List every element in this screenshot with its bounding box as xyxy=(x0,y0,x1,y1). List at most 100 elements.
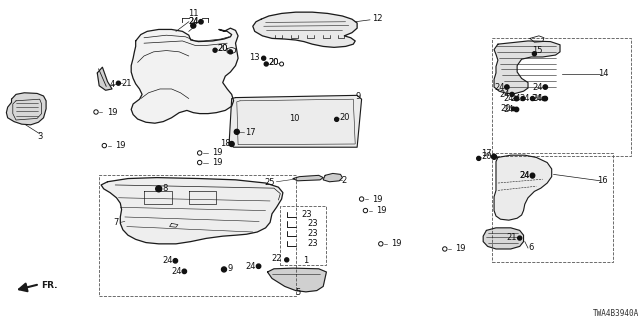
Text: 5: 5 xyxy=(295,288,300,297)
Text: 9: 9 xyxy=(228,264,233,273)
Text: 22: 22 xyxy=(271,254,282,263)
Circle shape xyxy=(234,129,239,134)
Text: 19: 19 xyxy=(107,108,117,116)
Polygon shape xyxy=(6,93,46,125)
Text: 24: 24 xyxy=(531,94,541,103)
Text: 23: 23 xyxy=(307,220,317,228)
Polygon shape xyxy=(494,41,560,93)
Text: 24: 24 xyxy=(172,267,182,276)
Text: 8: 8 xyxy=(163,184,168,193)
Circle shape xyxy=(531,97,534,100)
Text: 9: 9 xyxy=(356,92,361,101)
Text: 19: 19 xyxy=(115,141,125,150)
Text: 20: 20 xyxy=(269,58,279,67)
Text: 7: 7 xyxy=(114,218,119,227)
Circle shape xyxy=(515,96,518,101)
Text: 25: 25 xyxy=(265,178,275,187)
Circle shape xyxy=(505,85,509,89)
Text: 24: 24 xyxy=(163,256,173,265)
Circle shape xyxy=(221,267,227,272)
Text: 18: 18 xyxy=(220,139,230,148)
Text: 4: 4 xyxy=(109,80,115,89)
Circle shape xyxy=(543,85,547,89)
Circle shape xyxy=(191,23,196,28)
Text: 24: 24 xyxy=(188,17,198,26)
Circle shape xyxy=(102,143,106,148)
Text: 24: 24 xyxy=(504,105,514,114)
Text: 19: 19 xyxy=(372,195,383,204)
Circle shape xyxy=(515,107,518,112)
Circle shape xyxy=(518,236,522,240)
Circle shape xyxy=(285,258,289,262)
Text: 20: 20 xyxy=(218,44,228,53)
Text: 24: 24 xyxy=(520,171,530,180)
Circle shape xyxy=(199,20,203,24)
Circle shape xyxy=(510,92,514,96)
Circle shape xyxy=(521,97,525,100)
Text: 13: 13 xyxy=(250,53,260,62)
Circle shape xyxy=(156,186,162,192)
Text: 17: 17 xyxy=(246,128,256,137)
Polygon shape xyxy=(97,67,112,90)
Text: 20: 20 xyxy=(339,113,349,122)
Bar xyxy=(492,153,613,262)
Polygon shape xyxy=(293,175,323,181)
Circle shape xyxy=(542,97,546,100)
Polygon shape xyxy=(483,228,524,249)
Text: 20: 20 xyxy=(269,58,279,67)
Text: 11: 11 xyxy=(188,9,198,18)
Bar xyxy=(99,175,296,296)
Text: 19: 19 xyxy=(212,158,223,167)
Circle shape xyxy=(360,197,364,201)
Text: 15: 15 xyxy=(532,46,543,55)
Circle shape xyxy=(229,141,234,147)
Circle shape xyxy=(173,259,177,263)
Circle shape xyxy=(182,269,186,274)
Text: 2: 2 xyxy=(342,176,347,185)
Circle shape xyxy=(116,81,120,85)
Text: 20: 20 xyxy=(481,152,492,161)
Circle shape xyxy=(198,160,202,165)
Circle shape xyxy=(379,242,383,246)
Circle shape xyxy=(198,151,202,155)
Text: 19: 19 xyxy=(212,148,223,157)
Text: 1: 1 xyxy=(303,256,308,265)
Text: 24: 24 xyxy=(520,94,530,103)
Circle shape xyxy=(492,154,497,159)
Text: 24: 24 xyxy=(532,83,543,92)
Text: 23: 23 xyxy=(307,229,317,238)
Circle shape xyxy=(280,62,284,66)
Text: 24: 24 xyxy=(494,83,504,92)
Text: 24: 24 xyxy=(499,90,509,99)
Text: 19: 19 xyxy=(456,244,466,253)
Circle shape xyxy=(228,50,232,54)
Circle shape xyxy=(531,173,534,178)
Text: 24: 24 xyxy=(532,94,543,103)
Polygon shape xyxy=(253,12,357,47)
Text: TWA4B3940A: TWA4B3940A xyxy=(593,309,639,318)
Polygon shape xyxy=(229,95,362,147)
Text: 24: 24 xyxy=(510,94,520,103)
Text: 20: 20 xyxy=(500,104,511,113)
Text: 23: 23 xyxy=(302,210,312,219)
Circle shape xyxy=(511,107,515,111)
Circle shape xyxy=(257,264,260,268)
Circle shape xyxy=(543,96,547,101)
Circle shape xyxy=(262,56,266,60)
Text: 17: 17 xyxy=(481,149,492,158)
Text: 21: 21 xyxy=(122,79,132,88)
Text: 24: 24 xyxy=(520,171,530,180)
Circle shape xyxy=(335,117,339,121)
Text: 16: 16 xyxy=(598,176,608,185)
Bar xyxy=(492,38,631,156)
Text: 14: 14 xyxy=(598,69,608,78)
Circle shape xyxy=(264,62,268,66)
Text: 24: 24 xyxy=(188,17,198,26)
Text: FR.: FR. xyxy=(42,281,58,290)
Circle shape xyxy=(443,247,447,251)
Text: 12: 12 xyxy=(372,14,383,23)
Polygon shape xyxy=(494,155,552,220)
Polygon shape xyxy=(131,28,238,123)
Text: 21: 21 xyxy=(507,233,517,242)
Text: 10: 10 xyxy=(289,114,300,123)
